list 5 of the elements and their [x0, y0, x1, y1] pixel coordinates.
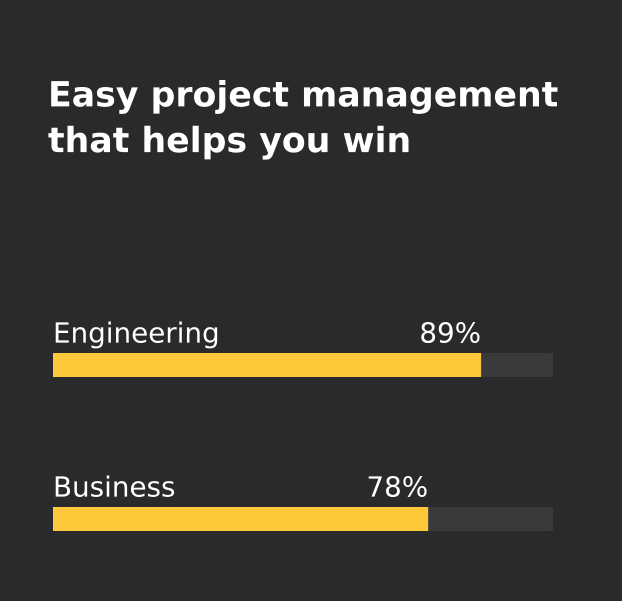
y-tick-label: Business [56, 476, 174, 498]
data-label: 78% [368, 476, 427, 498]
chart-title: Easy project management that helps you win [48, 80, 558, 160]
data-label: 89% [421, 322, 480, 344]
y-tick-label: Engineering [56, 322, 218, 348]
